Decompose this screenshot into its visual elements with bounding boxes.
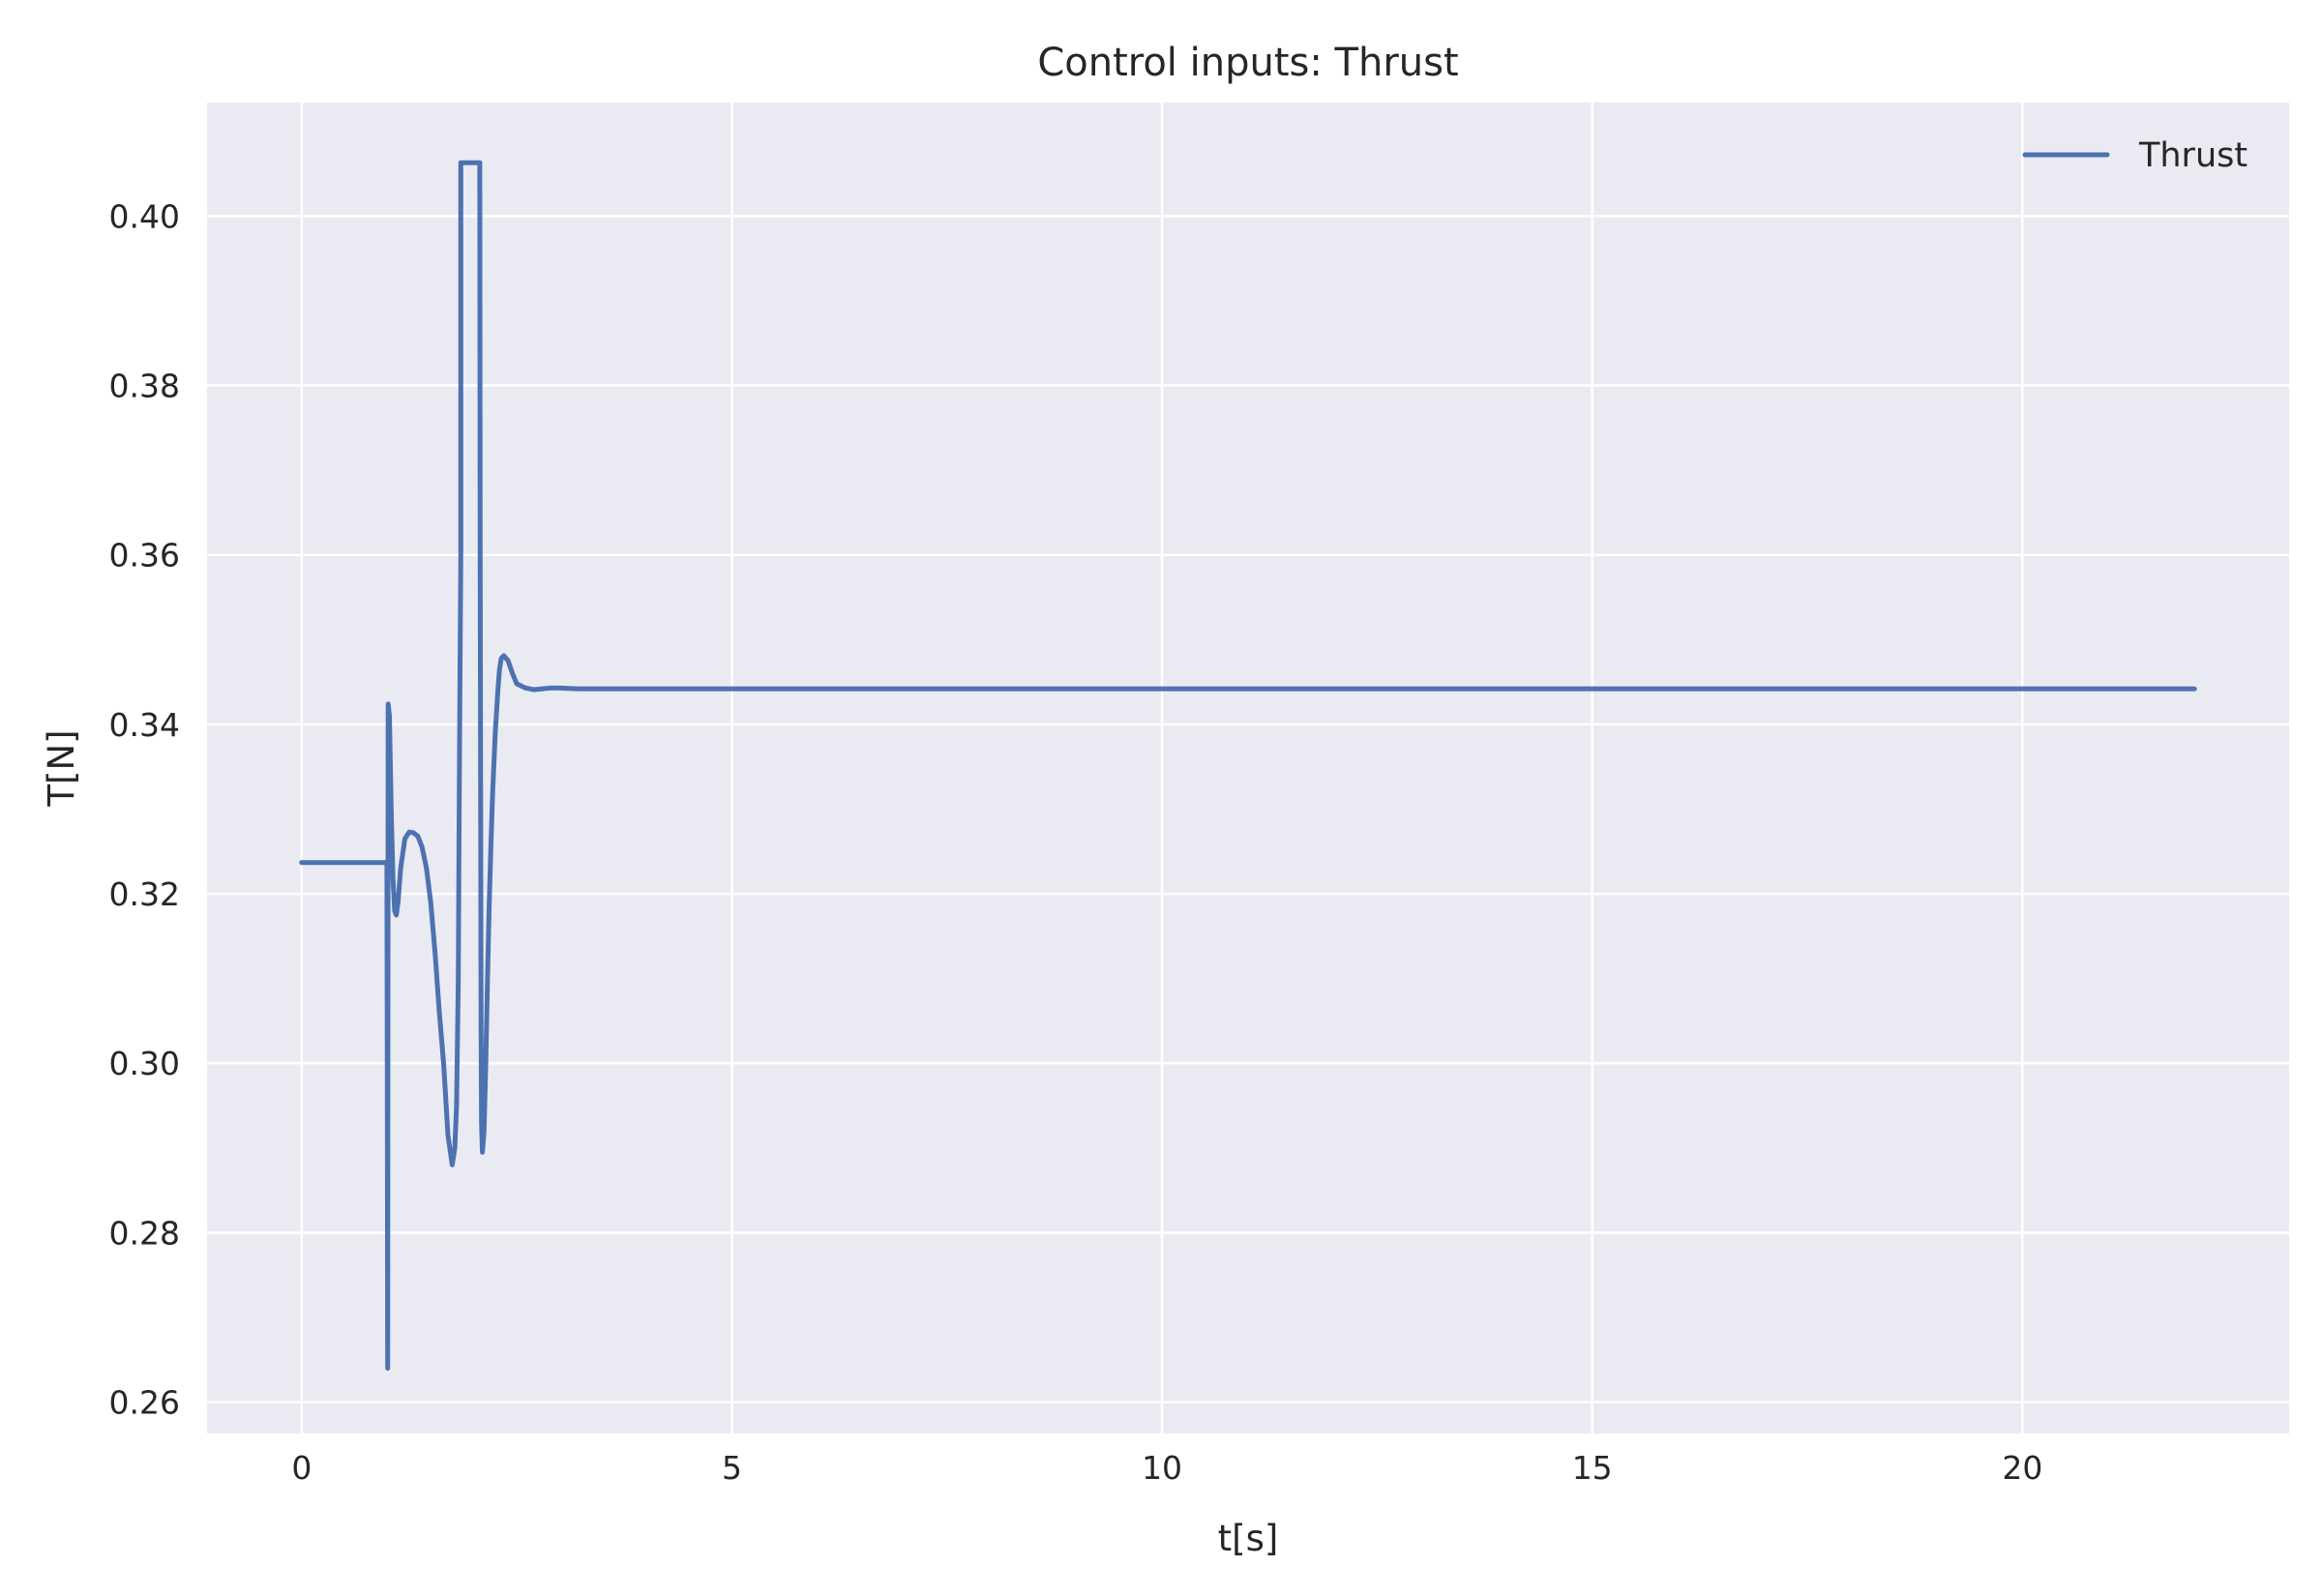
y-tick-label: 0.32 — [109, 875, 180, 913]
plot-area — [207, 103, 2289, 1433]
y-tick-labels: 0.26 0.28 0.30 0.32 0.34 0.36 0.38 0.40 — [109, 197, 180, 1421]
x-tick-label: 10 — [1142, 1449, 1182, 1487]
x-tick-labels: 0 5 10 15 20 — [291, 1449, 2042, 1487]
y-tick-label: 0.38 — [109, 368, 180, 405]
x-tick-label: 0 — [291, 1449, 312, 1487]
x-axis-label: t[s] — [1218, 1518, 1279, 1559]
legend-label: Thrust — [2138, 136, 2248, 175]
x-tick-label: 15 — [1572, 1449, 1613, 1487]
chart-title: Control inputs: Thrust — [1037, 41, 1458, 85]
y-tick-label: 0.30 — [109, 1045, 180, 1082]
series-layer — [299, 160, 2197, 1372]
x-tick-label: 20 — [2002, 1449, 2042, 1487]
y-tick-label: 0.40 — [109, 197, 180, 235]
y-axis-label: T[N] — [41, 729, 82, 807]
legend: Thrust — [2022, 136, 2248, 175]
y-tick-label: 0.26 — [109, 1384, 180, 1422]
y-tick-label: 0.28 — [109, 1214, 180, 1252]
y-gridlines — [207, 215, 2289, 1404]
y-tick-label: 0.34 — [109, 706, 180, 744]
y-tick-label: 0.36 — [109, 537, 180, 575]
x-gridlines — [300, 103, 2024, 1433]
x-tick-label: 5 — [722, 1449, 742, 1487]
series-line-thrust — [299, 160, 2197, 1372]
